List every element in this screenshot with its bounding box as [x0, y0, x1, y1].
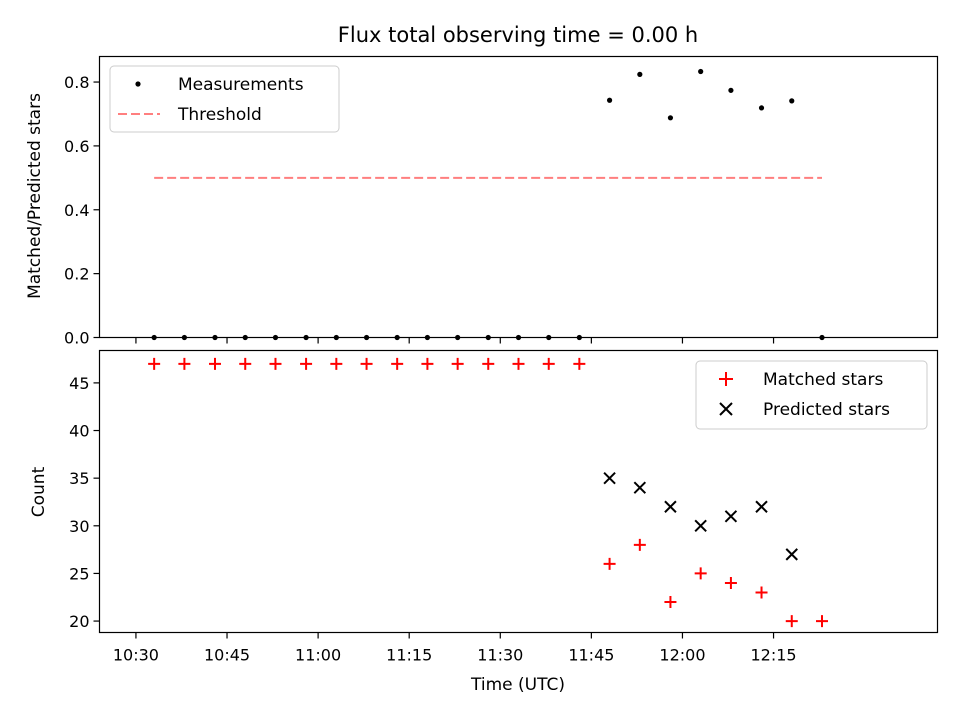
measurement-point — [363, 334, 370, 341]
bottom-plot-frame — [98, 349, 939, 634]
legend-threshold-label: Threshold — [177, 105, 262, 125]
bottom-y-tick-label: 30 — [69, 517, 89, 536]
legend-predicted-stars-marker — [719, 402, 733, 416]
measurement-point — [789, 98, 795, 104]
top-plot-marks — [151, 68, 825, 341]
predicted-stars-point — [603, 471, 616, 485]
matched-stars-point — [633, 538, 646, 551]
top-y-tick-label: 0.8 — [64, 73, 89, 92]
x-axis-label: Time (UTC) — [470, 675, 565, 695]
matched-stars-point — [421, 357, 434, 370]
legend-predicted-stars-label: Predicted stars — [763, 400, 890, 420]
measurement-point — [212, 334, 218, 341]
bottom-y-tick-label: 45 — [69, 374, 89, 393]
x-tick-label: 11:00 — [295, 646, 341, 665]
matched-stars-point — [482, 357, 495, 370]
top-y-axis-label: Matched/Predicted stars — [25, 93, 45, 299]
measurement-point — [576, 334, 582, 341]
bottom-y-tick-label: 20 — [69, 612, 89, 631]
bottom-y-tick-label: 35 — [69, 469, 89, 488]
predicted-stars-point — [694, 519, 707, 533]
matched-stars-point — [542, 357, 555, 370]
matched-stars-point — [816, 615, 829, 628]
measurement-point — [333, 334, 339, 341]
x-tick-label: 12:15 — [750, 646, 796, 665]
measurement-point — [758, 105, 765, 111]
legend-measurements-marker — [135, 81, 141, 87]
matched-stars-point — [300, 357, 313, 370]
matched-stars-point — [603, 557, 616, 570]
matched-stars-point — [512, 357, 525, 370]
matched-stars-point — [755, 586, 768, 599]
bottom-y-tick-label: 25 — [69, 564, 89, 583]
predicted-stars-point — [664, 500, 677, 513]
predicted-stars-point — [633, 481, 647, 494]
matched-stars-point — [148, 357, 161, 370]
matched-stars-point — [451, 357, 464, 370]
matched-stars-point — [269, 357, 282, 370]
measurement-point — [698, 68, 704, 75]
top-y-tick-label: 0.0 — [64, 329, 89, 348]
measurement-point — [424, 334, 431, 341]
top-legend-box — [109, 65, 340, 133]
matched-stars-point — [724, 576, 737, 589]
matched-stars-point — [330, 357, 343, 370]
x-tick-label: 11:45 — [568, 646, 614, 665]
measurement-point — [455, 334, 461, 341]
legend-matched-stars-label: Matched stars — [763, 370, 883, 390]
matched-stars-point — [239, 357, 252, 370]
measurement-point — [303, 334, 309, 341]
measurement-point — [151, 334, 157, 341]
measurement-point — [181, 334, 187, 341]
measurement-point — [546, 334, 552, 341]
chart-title: Flux total observing time = 0.00 h — [338, 23, 698, 47]
bottom-y-tick-label: 40 — [69, 422, 89, 441]
predicted-stars-point — [724, 510, 738, 523]
bottom-y-axis-label: Count — [29, 466, 49, 517]
matched-stars-point — [208, 357, 221, 370]
x-tick-label: 11:15 — [386, 646, 432, 665]
legend-measurements-label: Measurements — [178, 75, 304, 95]
top-y-tick-label: 0.2 — [64, 265, 89, 284]
x-tick-label: 10:45 — [204, 646, 250, 665]
top-y-tick-label: 0.4 — [64, 201, 89, 220]
top-y-tick-label: 0.6 — [64, 137, 89, 156]
measurement-point — [667, 115, 674, 121]
matched-stars-point — [360, 357, 373, 370]
bottom-legend: Matched stars Predicted stars — [695, 360, 928, 430]
top-axes: 0.0 0.2 0.4 0.6 0.8 — [64, 73, 775, 348]
matched-stars-point — [573, 357, 586, 370]
matched-stars-point — [694, 567, 707, 580]
measurement-point — [485, 334, 491, 341]
top-legend: Measurements Threshold — [109, 65, 340, 133]
matched-stars-point — [391, 357, 404, 370]
bottom-axes: 20 25 30 35 40 45 10:30 10:45 11:00 11:15 11:30 11:… — [69, 374, 796, 665]
measurement-point — [515, 334, 522, 341]
matched-stars-point — [785, 615, 798, 628]
matched-stars-point — [178, 357, 191, 370]
measurement-point — [637, 71, 643, 77]
matched-stars-point — [664, 596, 677, 609]
predicted-stars-point — [755, 500, 768, 513]
measurement-point — [819, 334, 825, 341]
measurement-point — [606, 97, 613, 103]
predicted-stars-point — [785, 548, 798, 561]
x-tick-label: 10:30 — [113, 646, 159, 665]
measurement-point — [728, 87, 734, 93]
measurement-point — [242, 334, 248, 341]
x-tick-label: 11:30 — [477, 646, 523, 665]
x-tick-label: 12:00 — [659, 646, 705, 665]
measurement-point — [272, 334, 279, 341]
bottom-plot-marks — [148, 357, 829, 628]
bottom-legend-box — [695, 360, 928, 430]
legend-matched-stars-marker — [719, 372, 733, 386]
measurement-point — [394, 334, 400, 341]
